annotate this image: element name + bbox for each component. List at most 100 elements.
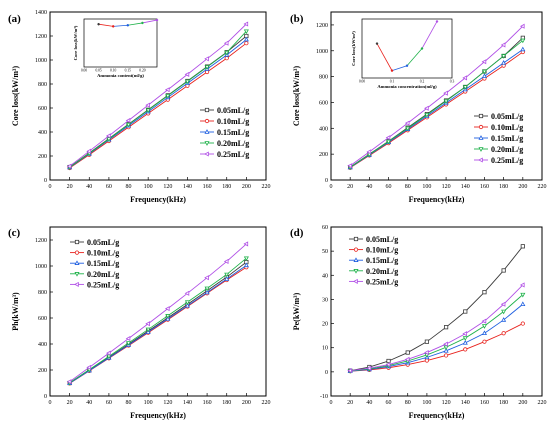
marker-square: [463, 309, 468, 314]
chart-panel-2: (c) 0 20 40 60 80 100 120 140 160 180 200 220 0 200 400…: [8, 226, 271, 420]
y-tick-label: 1400: [35, 10, 47, 16]
y-tick-label: 400: [38, 130, 47, 136]
marker-square: [443, 325, 449, 330]
x-tick-label: 80: [405, 184, 411, 190]
marker-triangle-up: [224, 276, 230, 281]
inset-line-segment: [142, 19, 158, 24]
chart-panel-0: (a) 0 20 40 60 80 100 120 140 160 180 200 220 0 200 400…: [8, 10, 271, 204]
marker-triangle-left: [184, 71, 190, 77]
legend-label: 0.10mL/g: [366, 246, 398, 255]
marker-triangle-down: [462, 85, 468, 90]
marker-triangle-down: [501, 54, 507, 59]
marker-triangle-down: [204, 65, 210, 70]
marker-triangle-left: [353, 278, 358, 284]
y-tick-label: 1200: [316, 23, 328, 29]
x-tick-label: 60: [386, 184, 392, 190]
inset-line-segment: [376, 43, 393, 71]
marker-triangle-left: [347, 368, 352, 374]
inset-point: [405, 64, 409, 67]
marker-triangle-up: [184, 302, 191, 308]
inset-line-segment: [127, 22, 143, 26]
series-line-0.15mL/g: [349, 49, 524, 168]
marker-triangle-up: [443, 347, 449, 353]
marker-triangle-left: [443, 90, 448, 96]
x-tick-label: 220: [538, 184, 547, 190]
series-line-0.25mL/g: [69, 23, 247, 167]
marker-circle: [224, 56, 229, 61]
y-tick-label: 1200: [35, 238, 47, 244]
x-axis-label: Frequency(kHz): [409, 195, 465, 204]
marker-triangle-left: [478, 157, 483, 163]
marker-circle: [520, 321, 525, 326]
x-tick-label: 140: [183, 184, 192, 190]
marker-triangle-down: [405, 126, 411, 132]
chart-panel-3: (d)0 20 40 60 80 100 120 140 160 180 200 220-100102…: [290, 225, 547, 420]
inset-line-segment: [406, 48, 423, 66]
marker-triangle-left: [164, 306, 170, 312]
legend-label: 0.15mL/g: [217, 128, 249, 137]
x-tick-label: 20: [67, 400, 73, 406]
marker-triangle-down: [204, 141, 210, 146]
inset-point: [435, 20, 439, 23]
y-tick-label: 800: [38, 82, 47, 88]
marker-triangle-left: [519, 282, 525, 288]
marker-triangle-up: [353, 257, 359, 262]
x-tick-label: 80: [126, 400, 132, 406]
marker-triangle-down: [353, 269, 359, 274]
inset-x-tick-label: 0.00: [359, 80, 365, 84]
x-tick-label: 160: [203, 184, 212, 190]
marker-square: [386, 358, 391, 364]
marker-triangle-left: [106, 350, 111, 356]
marker-circle: [353, 247, 359, 252]
marker-triangle-left: [366, 149, 372, 155]
legend-label: 0.15mL/g: [491, 134, 523, 143]
y-tick-label: 800: [319, 75, 328, 81]
legend-label: 0.10mL/g: [217, 117, 249, 126]
series-line-0.20mL/g: [69, 30, 247, 168]
marker-circle: [501, 331, 506, 336]
y-tick-label: 20: [322, 322, 328, 328]
y-tick-label: -10: [320, 394, 328, 400]
inset-point: [111, 25, 115, 28]
y-tick-label: 600: [38, 106, 47, 112]
inset-point: [375, 42, 379, 45]
marker-triangle-left: [86, 364, 92, 370]
marker-triangle-down: [385, 139, 392, 145]
marker-triangle-down: [125, 341, 132, 346]
legend-label: 0.20mL/g: [87, 270, 119, 279]
x-tick-label: 40: [366, 400, 372, 406]
inset-x-tick-label: 0.3: [450, 80, 455, 84]
x-tick-label: 140: [461, 184, 470, 190]
marker-triangle-down: [106, 137, 112, 142]
y-axis-label: Pe(kW/m³): [292, 292, 301, 330]
marker-triangle-down: [184, 79, 191, 85]
inset-x-tick-label: 0.2: [420, 80, 425, 84]
marker-triangle-left: [74, 281, 79, 287]
marker-triangle-up: [501, 317, 507, 322]
y-tick-label: 0: [44, 178, 47, 184]
marker-triangle-left: [404, 356, 410, 362]
series-line-0.05mL/g: [350, 246, 524, 372]
x-tick-label: 0: [330, 400, 333, 406]
inset-point: [390, 69, 394, 72]
x-tick-label: 100: [422, 184, 431, 190]
legend-label: 0.25mL/g: [217, 150, 249, 159]
marker-square: [353, 236, 359, 242]
marker-square: [424, 339, 430, 344]
x-tick-label: 200: [242, 400, 251, 406]
y-tick-label: 600: [38, 316, 47, 322]
y-tick-label: 1000: [316, 49, 328, 55]
inset-x-axis-label: Ammonia concentration(ml/g): [377, 84, 437, 89]
marker-circle: [463, 347, 468, 352]
marker-triangle-left: [243, 21, 249, 27]
marker-triangle-up: [243, 36, 249, 42]
inset-y-axis-label: Core loss(kW/m³): [73, 25, 78, 60]
panel-label: (d): [290, 227, 304, 239]
marker-triangle-left: [462, 75, 468, 81]
panel-label: (a): [8, 13, 21, 25]
marker-triangle-down: [520, 292, 526, 298]
x-tick-label: 40: [366, 184, 372, 190]
inset-point: [420, 47, 424, 50]
inset-x-tick-label: 0.10: [110, 69, 116, 73]
marker-triangle-down: [243, 29, 249, 35]
